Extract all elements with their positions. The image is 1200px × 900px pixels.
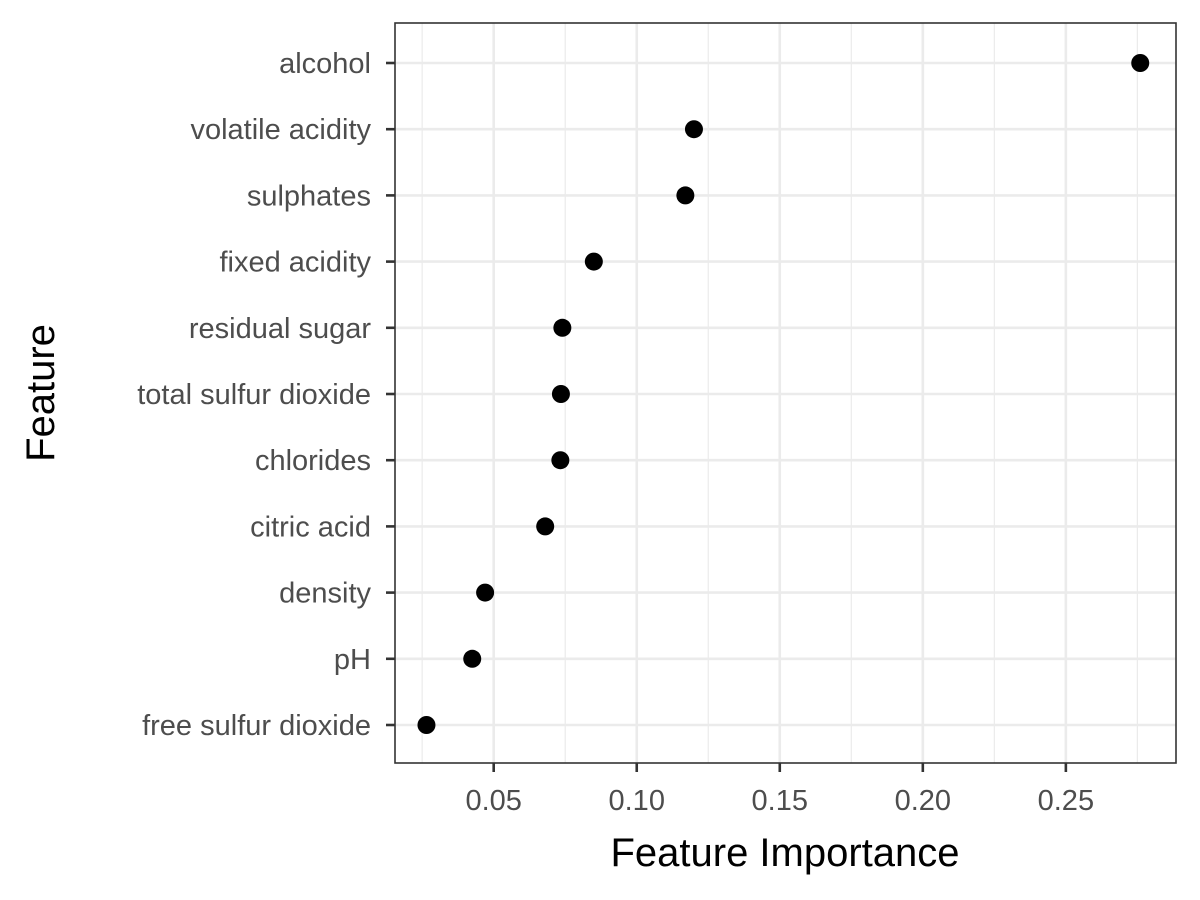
data-point [536, 517, 555, 536]
y-tick-label: chlorides [255, 445, 371, 477]
y-tick-label: total sulfur dioxide [137, 379, 371, 411]
y-tick-label: residual sugar [189, 313, 371, 345]
y-axis-title: Feature [19, 324, 63, 462]
x-axis-title: Feature Importance [610, 831, 959, 875]
x-tick-label: 0.25 [1038, 785, 1094, 817]
x-axis-ticks: 0.05 0.10 0.15 0.20 0.25 [465, 763, 1094, 817]
data-points [417, 54, 1150, 734]
y-tick-label: volatile acidity [190, 114, 371, 146]
data-point [1131, 54, 1150, 72]
x-tick-label: 0.20 [895, 785, 951, 817]
x-tick-label: 0.10 [609, 785, 665, 817]
data-point [417, 716, 436, 734]
y-tick-label: density [279, 578, 371, 610]
y-tick-label: citric acid [250, 511, 371, 543]
data-point [551, 385, 570, 403]
y-tick-label: sulphates [247, 180, 371, 212]
x-tick-label: 0.15 [752, 785, 808, 817]
data-point [584, 252, 603, 271]
data-point [551, 451, 570, 470]
y-tick-label: free sulfur dioxide [142, 710, 371, 742]
y-axis-ticks: alcohol volatile acidity sulphates fixed ac… [137, 48, 395, 742]
y-tick-label: fixed acidity [219, 247, 371, 279]
data-point [684, 120, 703, 139]
data-point [476, 583, 495, 602]
data-point [553, 318, 572, 337]
y-tick-label: pH [334, 644, 371, 676]
data-point [463, 649, 482, 668]
x-tick-label: 0.05 [465, 785, 521, 817]
major-gridlines [395, 23, 1176, 763]
data-point [676, 186, 695, 205]
y-tick-label: alcohol [279, 48, 371, 80]
